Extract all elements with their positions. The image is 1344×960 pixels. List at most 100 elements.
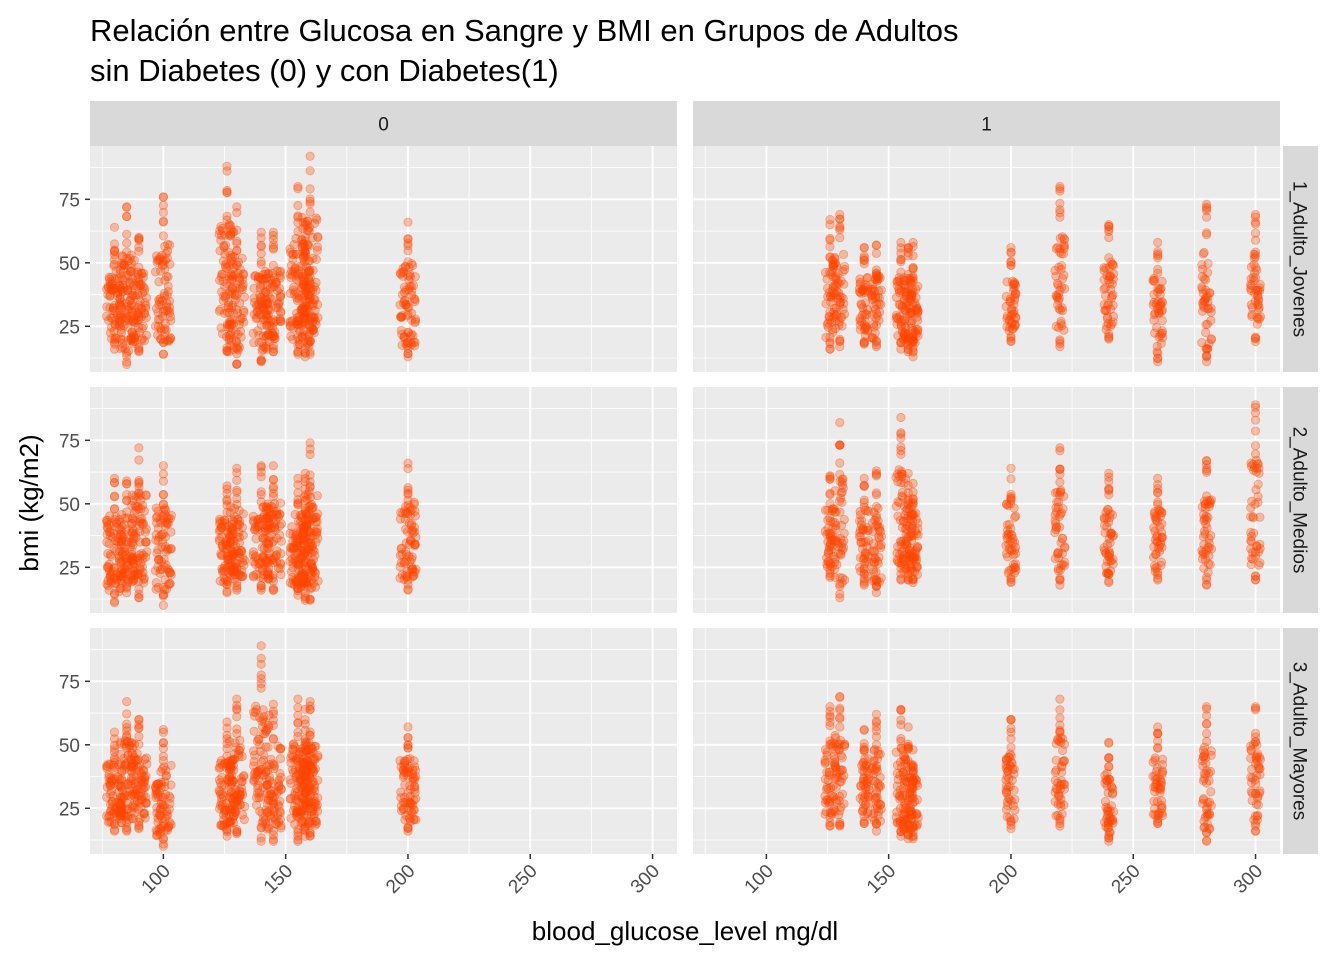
data-point <box>119 259 129 269</box>
data-point <box>158 490 168 500</box>
data-point <box>116 285 126 295</box>
data-point <box>115 294 125 304</box>
data-point <box>109 504 120 514</box>
data-point <box>305 449 315 460</box>
data-point-min <box>835 821 845 831</box>
data-point <box>1006 734 1016 744</box>
y-tick-label: 25 <box>59 317 80 338</box>
data-point-max <box>158 724 168 735</box>
data-point <box>222 185 232 196</box>
data-point <box>215 304 225 314</box>
data-point <box>831 797 842 808</box>
data-point <box>251 551 261 561</box>
data-point <box>153 321 164 331</box>
data-point-max <box>871 466 882 476</box>
data-point <box>406 806 416 817</box>
data-point <box>219 241 229 251</box>
data-point-min <box>268 585 278 595</box>
data-point <box>115 268 125 279</box>
data-point <box>142 547 152 557</box>
data-point <box>137 335 147 345</box>
data-point <box>232 208 242 218</box>
data-point-max <box>1006 463 1016 473</box>
data-point <box>123 304 133 315</box>
data-point <box>118 810 129 820</box>
data-point <box>110 300 120 311</box>
data-point <box>233 257 244 267</box>
data-point <box>859 792 870 803</box>
data-point <box>299 757 309 767</box>
data-point <box>108 303 118 313</box>
panel-background <box>90 387 677 613</box>
data-point <box>134 300 144 310</box>
data-point <box>158 217 168 227</box>
data-point <box>216 797 227 807</box>
data-point <box>221 240 231 250</box>
data-point <box>268 576 278 586</box>
data-point <box>112 310 123 320</box>
data-point <box>860 800 870 810</box>
data-point <box>128 334 139 344</box>
data-point <box>400 780 410 790</box>
data-point <box>871 732 882 742</box>
data-point-max <box>908 478 918 489</box>
data-point <box>305 207 315 217</box>
data-point <box>137 323 147 333</box>
data-point <box>231 336 241 347</box>
data-point <box>220 260 230 270</box>
data-point <box>839 514 849 525</box>
data-point <box>119 543 129 553</box>
data-point-min <box>1104 836 1114 846</box>
data-point <box>1153 488 1163 498</box>
data-point <box>831 782 841 792</box>
data-point <box>249 726 259 736</box>
data-point <box>222 279 232 289</box>
data-point <box>112 291 123 301</box>
data-point <box>220 281 230 292</box>
data-point <box>1059 270 1069 280</box>
data-point <box>218 226 228 236</box>
data-point <box>141 537 151 547</box>
data-point <box>225 322 235 333</box>
data-point <box>1105 278 1115 288</box>
data-point <box>224 335 234 345</box>
data-point <box>300 715 310 725</box>
data-point <box>308 554 318 565</box>
data-point <box>103 290 113 300</box>
data-point <box>217 272 227 282</box>
data-point <box>298 569 308 579</box>
data-point-max <box>1104 220 1114 230</box>
data-point <box>156 300 167 310</box>
data-point <box>1153 499 1163 509</box>
data-point <box>217 789 227 799</box>
data-point <box>128 301 139 311</box>
data-point <box>160 335 170 345</box>
data-point <box>130 291 140 301</box>
data-point <box>229 263 239 273</box>
data-point <box>128 278 138 288</box>
data-point <box>408 765 418 775</box>
data-point <box>262 558 273 568</box>
data-point <box>161 547 171 557</box>
data-point-max <box>268 227 278 237</box>
data-point <box>165 302 175 313</box>
data-point <box>214 306 224 316</box>
data-point <box>130 792 140 802</box>
data-point <box>122 726 132 736</box>
data-point <box>109 339 120 349</box>
data-point-max <box>158 192 168 202</box>
data-point <box>220 230 230 240</box>
data-point <box>226 269 236 279</box>
data-point <box>125 279 135 289</box>
data-point <box>261 726 271 737</box>
data-point <box>405 797 415 808</box>
data-point <box>256 256 266 267</box>
data-point <box>225 817 235 827</box>
data-point <box>110 315 120 325</box>
data-point <box>133 303 143 313</box>
data-point <box>263 513 273 523</box>
data-point <box>125 254 135 264</box>
data-point <box>229 319 239 329</box>
panel-points-0-1 <box>101 151 421 369</box>
data-point <box>839 528 849 538</box>
